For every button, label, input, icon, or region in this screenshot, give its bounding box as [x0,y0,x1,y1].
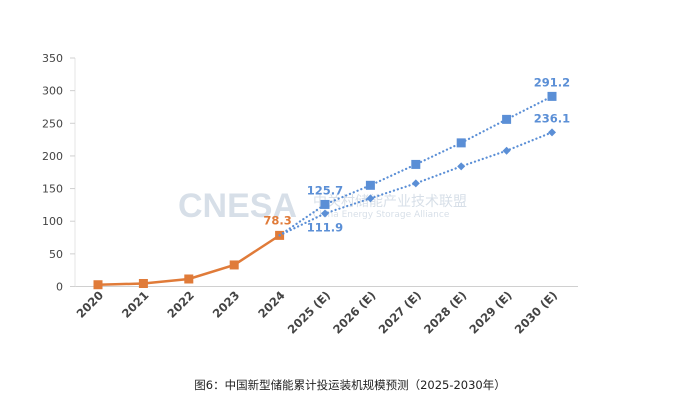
y-tick-label: 150 [42,183,63,196]
y-tick-label: 250 [42,117,63,130]
data-point-diamond [457,162,466,171]
x-tick-label: 2025 (E) [285,288,333,336]
y-tick-label: 50 [49,248,63,261]
data-point-square [184,274,194,284]
data-point-square [138,278,148,288]
data-point-square [547,91,557,101]
data-label: 78.3 [263,213,291,227]
y-tick-label: 300 [42,85,63,98]
x-tick-label: 2021 [119,288,152,321]
x-tick-label: 2029 (E) [466,288,514,336]
y-tick-label: 100 [42,215,63,228]
y-tick-label: 350 [42,52,63,65]
data-label: 291.2 [534,75,570,89]
data-point-diamond [548,128,556,137]
x-tick-label: 2023 [210,288,243,321]
data-label: 111.9 [307,220,343,234]
data-point-square [456,138,466,148]
data-label: 236.1 [534,111,570,125]
data-point-square [502,114,512,124]
x-tick-label: 2024 [255,288,288,321]
data-point-square [320,199,330,209]
x-tick-label: 2028 (E) [421,288,469,336]
watermark-en: China Energy Storage Alliance [313,210,450,220]
x-tick-label: 2022 [164,288,197,321]
x-tick-label: 2027 (E) [376,288,424,336]
data-point-square [365,180,375,190]
x-tick-label: 2026 (E) [330,288,378,336]
watermark-cn: 中关村储能产业技术联盟 [313,194,467,210]
data-point-diamond [321,209,329,218]
data-point-square [229,260,239,270]
y-tick-label: 200 [42,150,63,163]
figure-caption: 图6：中国新型储能累计投运装机规模预测（2025-2030年） [194,378,506,392]
x-tick-label: 2020 [74,288,107,321]
data-point-diamond [411,179,420,188]
data-point-diamond [502,146,511,155]
watermark-logo: CNESA [178,187,297,225]
y-tick-label: 0 [56,281,63,294]
cnesa-watermark: CNESA 中关村储能产业技术联盟 China Energy Storage A… [178,187,467,225]
data-point-square [411,159,421,169]
data-point-square [93,280,103,290]
data-point-diamond [366,194,375,203]
x-tick-label: 2030 (E) [512,288,560,336]
data-label: 125.7 [307,183,343,197]
